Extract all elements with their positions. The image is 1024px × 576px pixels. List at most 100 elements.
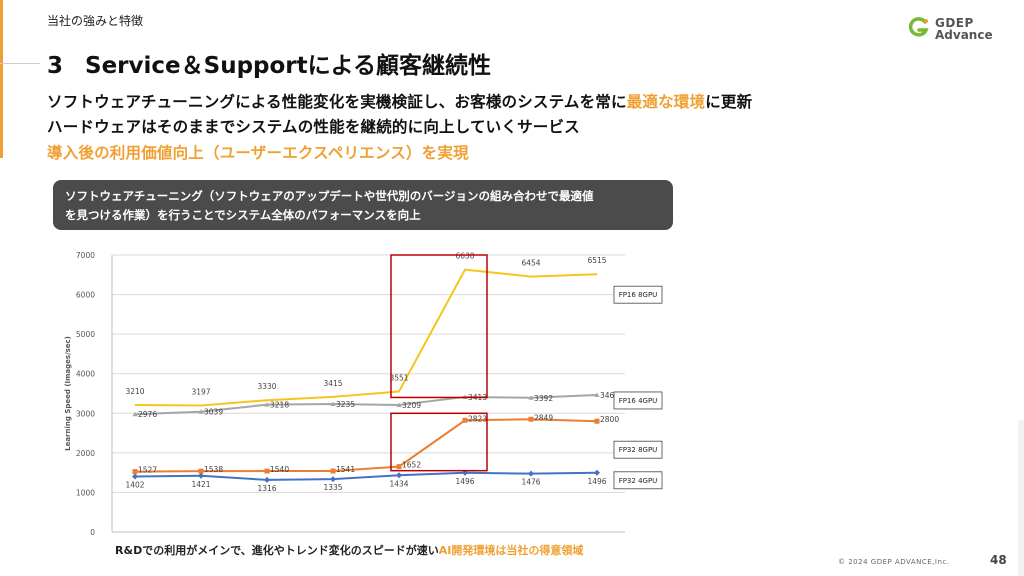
data-label: 3392 [534,394,553,403]
legend-box [613,285,663,304]
y-tick-label: 4000 [76,370,95,379]
legend-box [613,471,663,490]
y-tick-label: 2000 [76,449,95,458]
copyright: © 2024 GDEP ADVANCE,Inc. [838,558,950,566]
page-title: 3 Service＆Supportによる顧客継続性 [47,46,491,80]
line-chart: 0 1000 2000 3000 4000 5000 6000 7000 Learning Sp… [64,251,663,537]
data-point [530,276,532,278]
data-label: 3415 [323,379,342,388]
section-label: 当社の強みと特徴 [47,14,144,28]
data-label: 1652 [402,461,421,470]
data-label: 1496 [587,477,606,486]
y-tick-label: 6000 [76,291,95,300]
data-label: 3463 [600,391,619,400]
data-point [266,399,268,401]
data-point [330,476,336,483]
legend-box [613,391,663,410]
data-point [264,402,270,407]
data-label: 2800 [600,415,619,424]
data-label: 2823 [468,414,487,423]
data-point [198,409,204,414]
data-label: 3209 [402,401,421,410]
data-label: 1402 [125,481,144,490]
y-tick-label: 5000 [76,330,95,339]
data-point [396,464,402,470]
logo-text-line2: Advance [935,28,993,42]
data-point [398,390,400,392]
series-line [134,418,598,473]
data-point [198,472,204,479]
title-number: 3 [47,53,64,79]
y-tick-label: 1000 [76,488,95,497]
footer-note-text: R&Dでの利用がメインで、進化やトレンド変化のスピードが速い [115,544,439,557]
chart-container: 0 1000 2000 3000 4000 5000 6000 7000 Learning Sp… [60,238,670,540]
highlight-box-fp32 [390,412,488,472]
data-label: 3235 [336,400,355,409]
data-label: 3551 [389,373,408,382]
lead-line-1: ソフトウェアチューニングによる性能変化を実機検証し、お客様のシステムを常に最適な… [47,90,752,112]
data-label: 1421 [191,480,210,489]
footer-note-highlight: AI開発環境は当社の得意領域 [438,544,584,557]
right-edge-bar [1018,420,1024,576]
data-point [594,418,600,424]
data-point [132,411,138,417]
data-point [396,472,402,479]
company-logo: GDEP Advance [907,16,1007,42]
data-point [134,404,136,406]
data-point [528,395,534,400]
callout-line-2: を見つける作業）を行うことでシステム全体のパフォーマンスを向上 [65,208,421,222]
data-point [132,469,138,475]
data-point [528,416,534,422]
series-line [134,393,598,416]
data-label: 6454 [521,259,540,268]
legend-label: FP32 4GPU [619,477,658,485]
callout-line-1: ソフトウェアチューニング（ソフトウェアのアップデートや世代別のバージョンの組み合… [65,189,594,203]
data-label: 2976 [138,410,157,419]
y-tick-label: 0 [90,528,95,537]
series-line [134,471,598,481]
page-number: 48 [990,553,1007,567]
data-point [396,402,402,408]
data-point [594,392,600,397]
lead-line-1-highlight: 最適な環境 [626,93,706,111]
legend-box [613,440,663,459]
lead-line-1-a: ソフトウェアチューニングによる性能変化を実機検証し、お客様のシステムを常に [47,93,627,111]
legend-label: FP16 8GPU [619,291,658,299]
callout-box: ソフトウェアチューニング（ソフトウェアのアップデートや世代別のバージョンの組み合… [53,180,673,230]
highlight-box-fp16 [390,254,488,399]
legend-label: FP16 4GPU [619,397,658,405]
data-label: 6515 [587,256,606,265]
data-point [264,476,270,483]
data-label: 2849 [534,413,553,422]
data-point [264,468,270,474]
data-point [132,473,138,480]
y-tick-label: 7000 [76,251,95,260]
title-rule [0,63,40,64]
data-label: 1496 [455,477,474,486]
data-label: 3039 [204,408,223,417]
title-text: Service＆Supportによる顧客継続性 [85,53,491,79]
footer-note: R&Dでの利用がメインで、進化やトレンド変化のスピードが速いAI開発環境は当社の… [115,542,583,558]
logo-mark-icon [908,17,929,37]
data-point [330,401,336,406]
data-point [594,469,600,476]
data-point [200,404,202,406]
left-accent-bar [0,0,3,158]
data-point [596,273,598,275]
series-line [134,268,598,407]
lead-line-3: 導入後の利用価値向上（ユーザーエクスペリエンス）を実現 [47,144,469,162]
data-label: 6630 [455,252,474,261]
data-point [332,396,334,398]
data-point [330,468,336,474]
data-point [198,468,204,474]
lead-line-1-b: に更新 [705,93,753,111]
data-label: 1540 [270,465,289,474]
logo-text-line1: GDEP [935,16,974,30]
data-label: 1316 [257,484,276,493]
data-label: 3218 [270,401,289,410]
data-label: 1538 [204,465,223,474]
data-label: 1527 [138,466,157,475]
data-label: 1434 [389,479,408,488]
data-label: 1476 [521,478,540,487]
lead-line-2: ハードウェアはそのままでシステムの性能を継続的に向上していくサービス [47,118,580,136]
